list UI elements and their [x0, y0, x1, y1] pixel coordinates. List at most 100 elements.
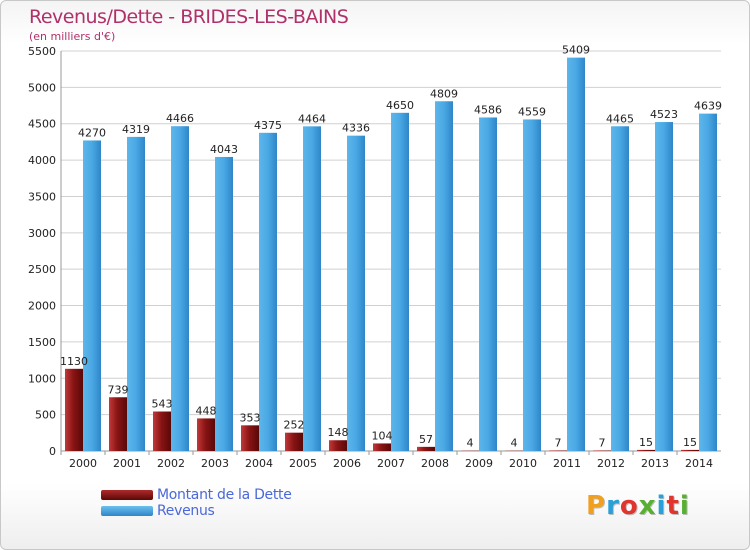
bar-debt: [681, 449, 699, 451]
legend-label-debt: Montant de la Dette: [157, 487, 292, 503]
x-tick-label: 2003: [201, 457, 229, 470]
data-label-revenue: 4639: [694, 100, 722, 113]
data-label-debt: 739: [108, 383, 129, 396]
y-tick-label: 5500: [28, 45, 56, 58]
x-tick-label: 2014: [685, 457, 713, 470]
data-label-debt: 252: [284, 419, 305, 432]
data-label-revenue: 4559: [518, 105, 546, 118]
data-label-debt: 148: [328, 426, 349, 439]
bar-revenue: [83, 140, 101, 452]
bar-revenue: [215, 156, 233, 452]
bar-revenue: [303, 126, 321, 451]
x-tick-label: 2007: [377, 457, 405, 470]
bar-revenue: [391, 112, 409, 452]
y-tick-label: 500: [35, 409, 56, 422]
logo-letter: i: [679, 491, 690, 521]
data-label-debt: 15: [683, 436, 697, 449]
data-label-revenue: 4464: [298, 112, 326, 125]
bar-debt: [65, 368, 83, 451]
data-label-debt: 1130: [60, 355, 88, 368]
x-tick-label: 2008: [421, 457, 449, 470]
data-label-revenue: 4466: [166, 112, 194, 125]
bar-debt: [549, 450, 567, 451]
y-tick-label: 2500: [28, 263, 56, 276]
data-label-revenue: 4336: [342, 122, 370, 135]
bar-revenue: [347, 135, 365, 451]
logo-letter: P: [586, 491, 607, 521]
data-label-debt: 4: [511, 437, 518, 450]
logo-letter: i: [656, 491, 667, 521]
x-tick-label: 2011: [553, 457, 581, 470]
x-tick-label: 2002: [157, 457, 185, 470]
bar-debt: [109, 397, 127, 451]
bar-revenue: [699, 113, 717, 452]
x-tick-label: 2000: [69, 457, 97, 470]
x-tick-label: 2009: [465, 457, 493, 470]
y-tick-label: 1500: [28, 336, 56, 349]
chart-title: Revenus/Dette - BRIDES-LES-BAINS: [29, 6, 349, 28]
bar-debt: [373, 443, 391, 451]
data-label-revenue: 5409: [562, 44, 590, 57]
bar-revenue: [171, 126, 189, 451]
logo-letter: o: [619, 491, 639, 521]
legend-label-revenue: Revenus: [157, 503, 215, 519]
bar-revenue: [479, 117, 497, 452]
bar-debt: [285, 432, 303, 451]
logo-letter: r: [606, 491, 620, 521]
data-label-debt: 543: [152, 398, 173, 411]
bar-debt: [593, 450, 611, 451]
legend-swatch-revenue: [101, 506, 153, 516]
y-tick-label: 3000: [28, 227, 56, 240]
data-label-debt: 104: [372, 429, 393, 442]
y-tick-label: 3500: [28, 190, 56, 203]
bar-debt: [241, 425, 259, 451]
y-tick-label: 5000: [28, 81, 56, 94]
x-tick-label: 2006: [333, 457, 361, 470]
data-label-revenue: 4319: [122, 123, 150, 136]
data-label-debt: 4: [467, 437, 474, 450]
y-tick-label: 4500: [28, 118, 56, 131]
x-tick-label: 2004: [245, 457, 273, 470]
x-tick-label: 2001: [113, 457, 141, 470]
data-label-debt: 7: [555, 436, 562, 449]
logo-letter: x: [638, 491, 657, 521]
bar-debt: [329, 440, 347, 451]
x-tick-label: 2010: [509, 457, 537, 470]
data-label-debt: 353: [240, 411, 261, 424]
data-label-revenue: 4809: [430, 87, 458, 100]
y-tick-label: 0: [49, 445, 56, 458]
bar-revenue: [259, 132, 277, 451]
bar-debt: [417, 446, 435, 451]
x-tick-label: 2013: [641, 457, 669, 470]
x-tick-label: 2012: [597, 457, 625, 470]
bar-revenue: [567, 57, 585, 451]
y-tick-label: 1000: [28, 372, 56, 385]
data-label-revenue: 4523: [650, 108, 678, 121]
logo-letter: t: [666, 491, 680, 521]
y-tick-label: 2000: [28, 300, 56, 313]
bar-debt: [153, 411, 171, 451]
bar-debt: [197, 418, 215, 451]
data-label-revenue: 4465: [606, 112, 634, 125]
data-label-revenue: 4270: [78, 126, 106, 139]
bar-revenue: [127, 136, 145, 451]
x-tick-label: 2005: [289, 457, 317, 470]
data-label-revenue: 4375: [254, 119, 282, 132]
data-label-revenue: 4650: [386, 99, 414, 112]
bar-revenue: [435, 101, 453, 451]
bar-revenue: [611, 126, 629, 451]
data-label-debt: 7: [599, 436, 606, 449]
data-label-debt: 15: [639, 436, 653, 449]
data-label-debt: 448: [196, 404, 217, 417]
bar-revenue: [655, 122, 673, 452]
bar-debt: [637, 449, 655, 451]
chart-subtitle: (en milliers d'€): [29, 30, 116, 43]
data-label-debt: 57: [419, 433, 433, 446]
bar-revenue: [523, 119, 541, 451]
data-label-revenue: 4586: [474, 103, 502, 116]
y-tick-label: 4000: [28, 154, 56, 167]
proxiti-logo: Proxiti: [586, 491, 690, 521]
data-label-revenue: 4043: [210, 143, 238, 156]
